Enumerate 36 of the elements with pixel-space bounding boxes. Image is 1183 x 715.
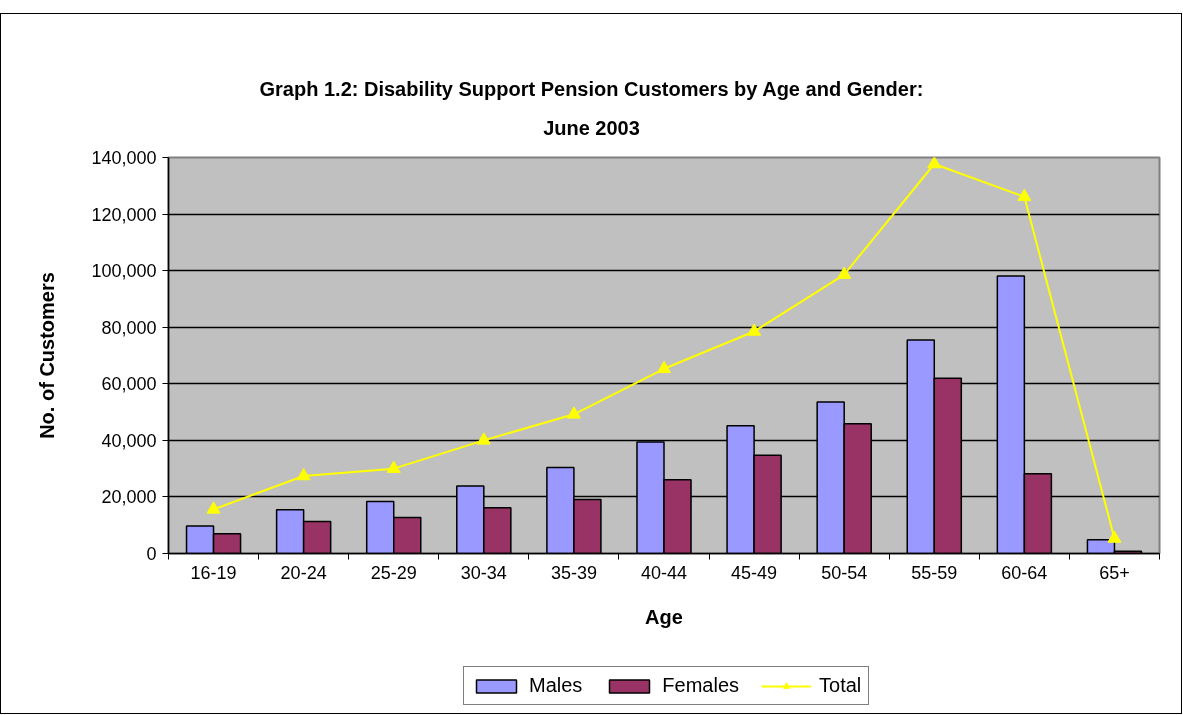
y-tick-label: 80,000 [101, 317, 157, 338]
point [566, 406, 581, 419]
x-tick-label: 16-19 [190, 562, 237, 583]
x-tick-label: 40-44 [640, 562, 688, 583]
point [837, 266, 852, 279]
x-tick-label: 65+ [1099, 562, 1130, 583]
point [747, 323, 762, 336]
point [476, 432, 491, 445]
y-tick-label: 100,000 [91, 261, 157, 282]
y-tick-label: 40,000 [101, 430, 157, 451]
point [1107, 530, 1122, 543]
x-tick-label: 45-49 [731, 562, 778, 583]
x-tick-label: 50-54 [821, 562, 868, 583]
y-tick-label: 0 [146, 544, 157, 564]
y-axis-title: No. of Customers [36, 272, 59, 439]
x-tick-label: 60-64 [1001, 562, 1048, 583]
legend-label: Females [662, 674, 740, 697]
legend-label: Total [819, 674, 862, 697]
point [1017, 188, 1032, 202]
x-tick-label: 25-29 [370, 562, 417, 583]
point [296, 467, 311, 481]
x-tick-label: 55-59 [911, 562, 958, 583]
x-tick-label: 35-39 [550, 562, 597, 583]
y-tick-label: 20,000 [101, 487, 157, 508]
chart-title: Graph 1.2: Disability Support Pension Customers by Age and Gender: June 2003 [259, 77, 924, 139]
legend-label: Males [529, 674, 583, 697]
y-tick-label: 140,000 [91, 148, 157, 168]
point [657, 360, 671, 374]
y-tick-label: 60,000 [101, 374, 157, 395]
x-axis-title: Age [645, 605, 683, 628]
point [206, 501, 221, 514]
x-tick-label: 30-34 [460, 562, 507, 583]
point [386, 460, 401, 473]
point [927, 157, 942, 169]
x-tick-label: 20-24 [280, 562, 327, 583]
y-tick-label: 120,000 [91, 204, 157, 225]
